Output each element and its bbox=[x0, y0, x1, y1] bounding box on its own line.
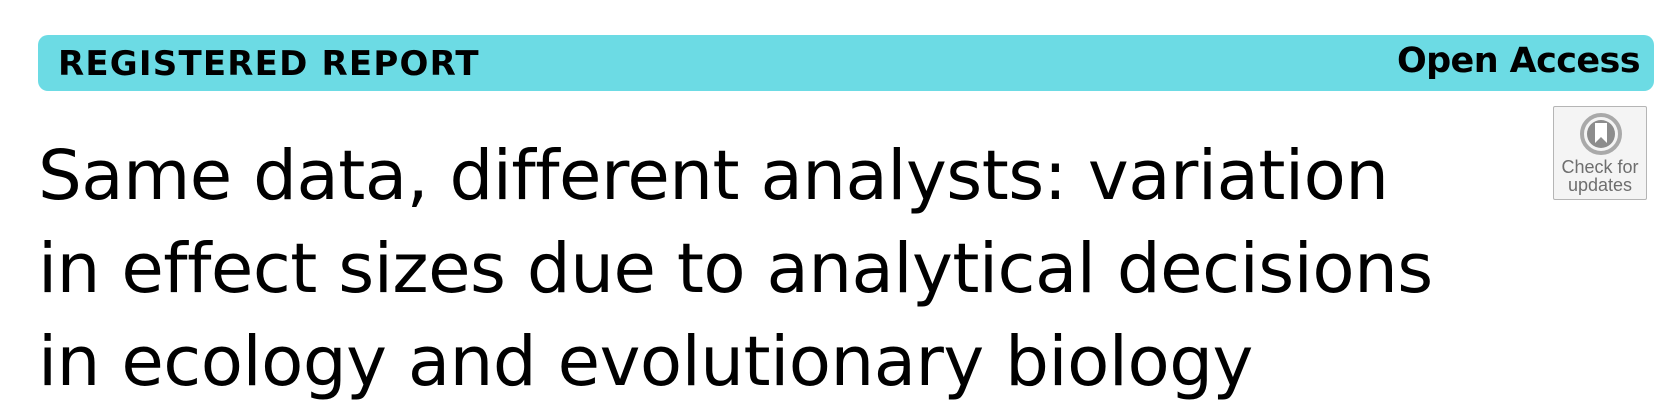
title-line-3: in ecology and evolutionary biology bbox=[38, 322, 1253, 402]
check-for-updates-label: Check for updates bbox=[1561, 157, 1639, 195]
open-access-label: Open Access bbox=[1396, 41, 1641, 81]
check-for-updates-button[interactable]: Check for updates bbox=[1553, 106, 1647, 200]
title-line-1: Same data, different analysts: variation bbox=[38, 136, 1389, 216]
title-line-2: in effect sizes due to analytical decisi… bbox=[38, 229, 1433, 309]
article-title: Same data, different analysts: variation… bbox=[38, 130, 1558, 409]
bookmark-circle-icon bbox=[1580, 113, 1622, 155]
article-type-banner: REGISTERED REPORT Open Access bbox=[38, 35, 1654, 91]
article-type-label: REGISTERED REPORT bbox=[58, 44, 480, 84]
